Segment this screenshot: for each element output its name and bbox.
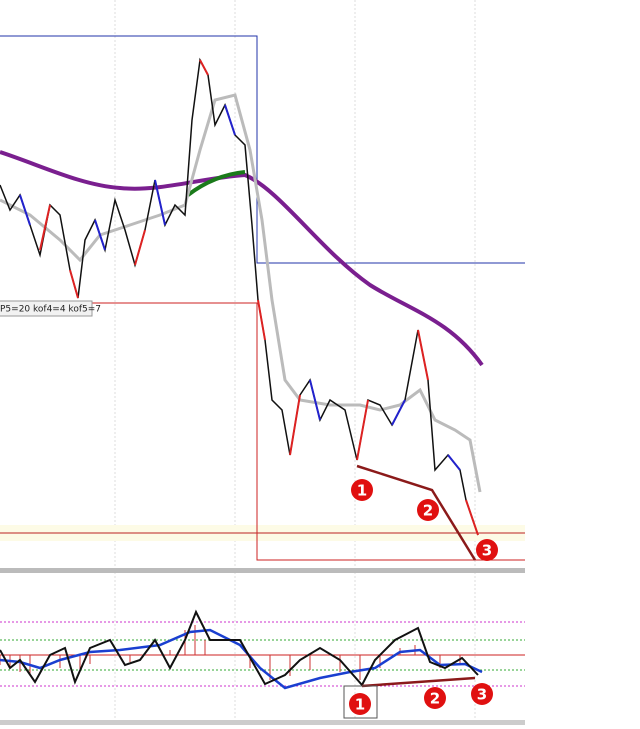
marker-number: 1 xyxy=(355,696,365,714)
red-box xyxy=(0,302,525,561)
panel-separator xyxy=(0,568,525,573)
blue-box xyxy=(0,35,525,264)
price-candles-down xyxy=(19,104,461,471)
marker-number: 2 xyxy=(430,690,440,708)
oscillator-line xyxy=(0,609,479,687)
bottom-border xyxy=(0,720,525,725)
marker-frame xyxy=(343,685,378,719)
oscillator-markers: 1 2 3 xyxy=(349,683,493,715)
price-candles xyxy=(39,59,479,536)
indicator-label: P5=20 kof4=4 kof5=7 xyxy=(0,305,101,315)
marker-number: 3 xyxy=(482,542,492,560)
marker-number: 3 xyxy=(477,686,487,704)
marker-number: 1 xyxy=(357,482,367,500)
marker-number: 2 xyxy=(423,502,433,520)
divergence-line xyxy=(356,464,477,561)
oscillator-divergence xyxy=(361,676,476,688)
moving-average xyxy=(0,150,484,367)
grid xyxy=(114,0,476,725)
plot-background xyxy=(0,0,525,725)
ma-highlight xyxy=(186,170,246,197)
label-box: P5=20 kof4=4 kof5=7 xyxy=(0,300,101,317)
price-markers: 1 2 3 xyxy=(351,479,498,561)
